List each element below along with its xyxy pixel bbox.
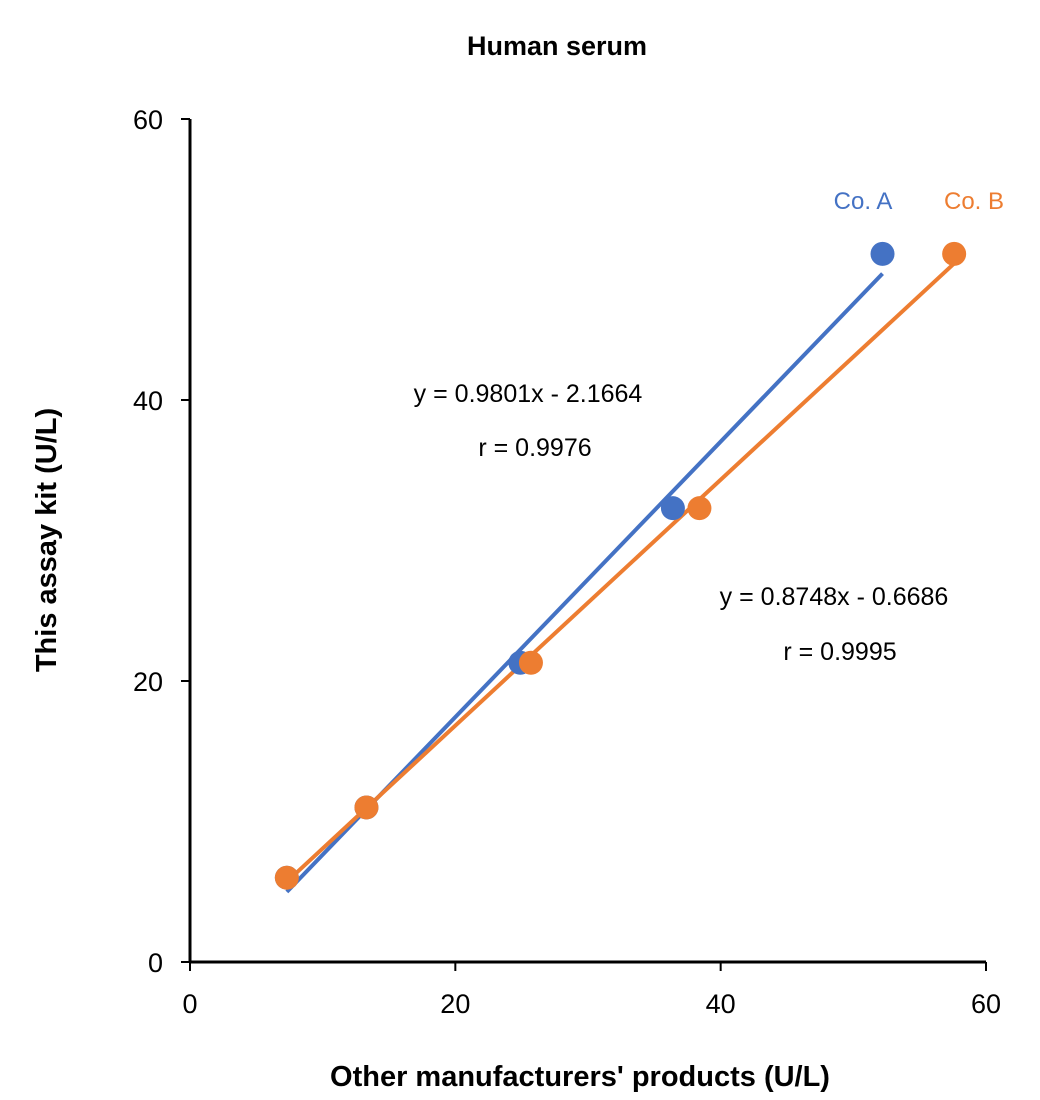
x-tick-label: 40 — [706, 989, 736, 1019]
x-axis-label: Other manufacturers' products (U/L) — [330, 1061, 830, 1093]
equation-co-b: y = 0.8748x - 0.6686 — [720, 583, 949, 611]
data-point-co-a — [870, 241, 895, 266]
series-label-co-a: Co. A — [834, 188, 893, 215]
equation-co-a: y = 0.9801x - 2.1664 — [414, 380, 643, 408]
x-tick-label: 60 — [971, 989, 1001, 1019]
data-point-co-b — [942, 241, 967, 266]
r-co-a: r = 0.9976 — [478, 434, 591, 462]
data-point-co-b — [354, 795, 379, 820]
r-co-b: r = 0.9995 — [783, 638, 896, 666]
y-tick-label: 0 — [148, 948, 163, 978]
data-point-co-b — [274, 865, 299, 890]
y-tick-label: 60 — [133, 105, 163, 135]
data-point-co-a — [660, 496, 685, 521]
data-point-co-b — [518, 650, 543, 675]
y-tick-label: 40 — [133, 386, 163, 416]
x-tick-label: 20 — [440, 989, 470, 1019]
data-point-co-b — [687, 496, 712, 521]
chart-title: Human serum — [467, 31, 647, 61]
y-axis-label: This assay kit (U/L) — [31, 408, 63, 672]
trendline-co-b — [285, 261, 956, 884]
y-tick-label: 20 — [133, 667, 163, 697]
x-tick-label: 0 — [182, 989, 197, 1019]
series-label-co-b: Co. B — [944, 188, 1004, 215]
